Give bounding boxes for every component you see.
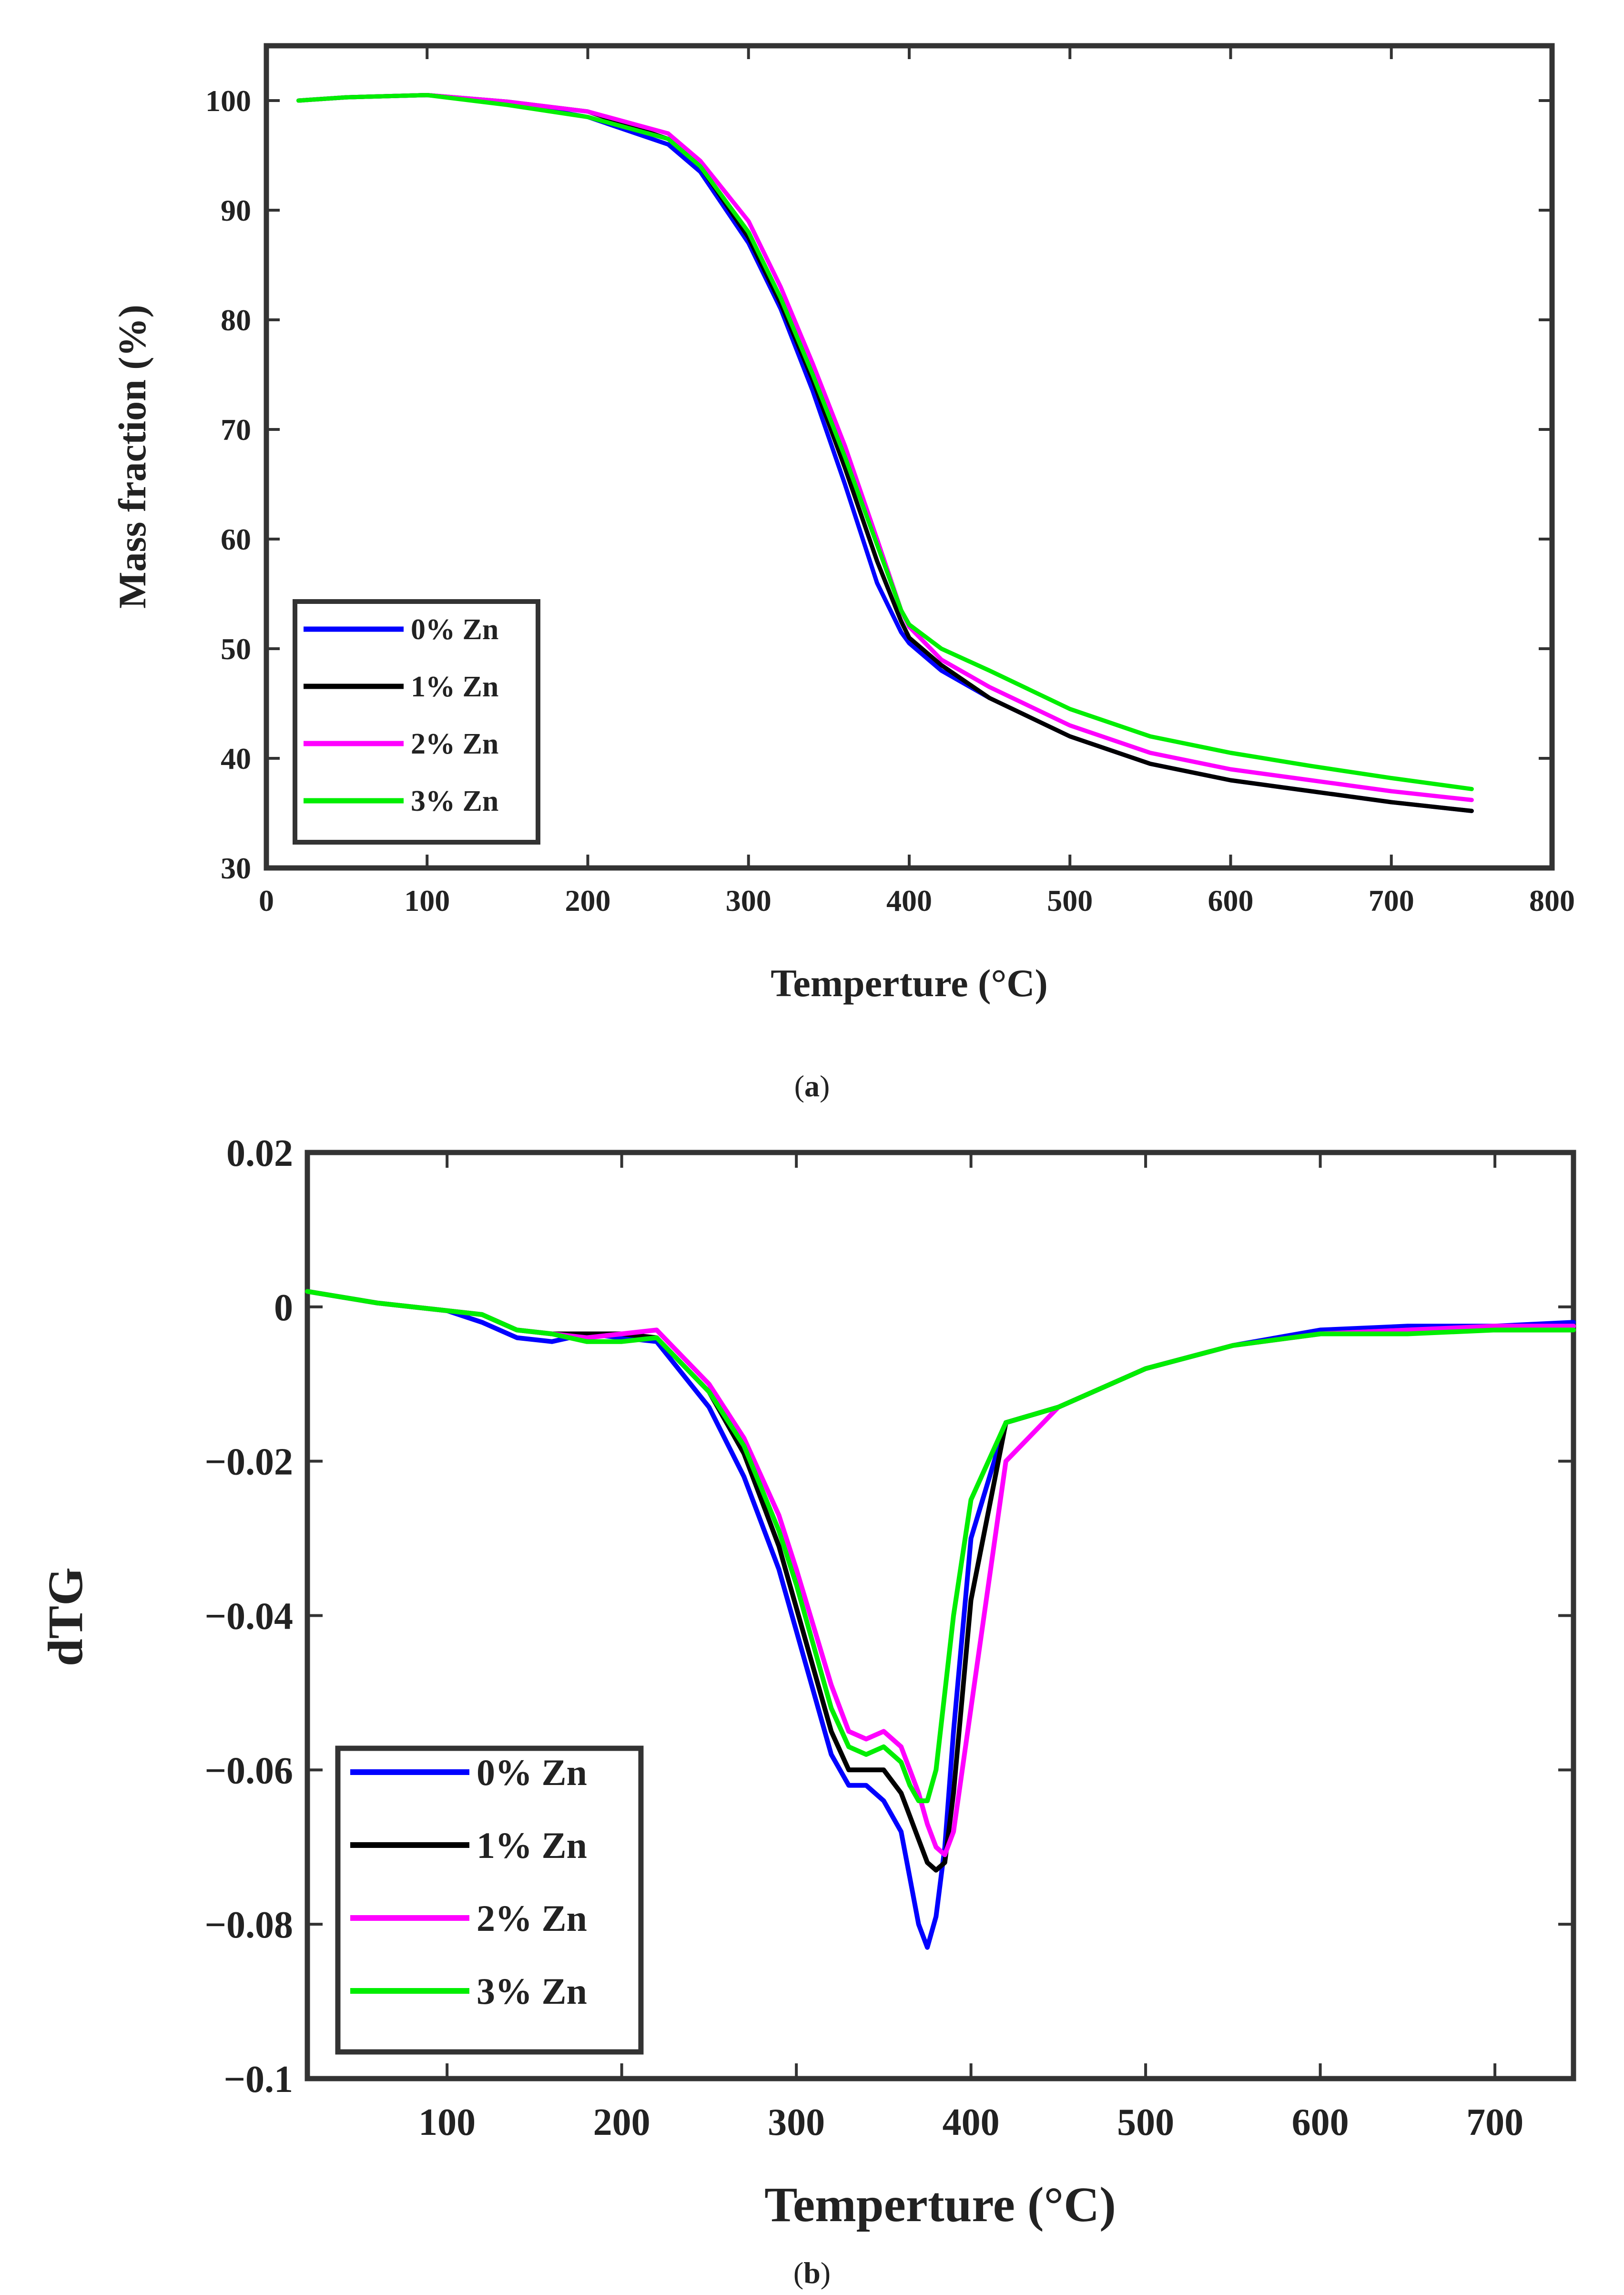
chart-a-series-line-3-zn — [296, 93, 1474, 791]
chart-a-x-tick-label: 200 — [565, 884, 611, 918]
chart-a-y-tick-label: 70 — [221, 413, 251, 447]
chart-a-y-tick-label: 30 — [221, 851, 251, 885]
chart-b-y-tick-label: 0.02 — [226, 1132, 293, 1174]
chart-b-y-tick-label: 0 — [274, 1287, 293, 1329]
chart-b-y-tick-label: −0.06 — [204, 1750, 293, 1792]
panel-label-a-letter: a — [804, 1069, 820, 1103]
chart-a-x-tick-label: 500 — [1047, 884, 1093, 918]
chart-a-x-axis-label: Temperture (°C) — [771, 961, 1048, 1005]
chart-a-series-line-2-zn — [296, 93, 1474, 802]
chart-a-x-tick-label: 300 — [726, 884, 771, 918]
chart-b-x-tick-label: 100 — [418, 2101, 476, 2143]
chart-b-y-tick-label: −0.04 — [204, 1596, 293, 1638]
chart-a-x-tick-label: 600 — [1208, 884, 1254, 918]
chart-b-series-line-3-zn — [305, 1289, 1576, 1804]
chart-b-legend-label: 3% Zn — [477, 1970, 587, 2012]
chart-a: 0 100 200 300 400 500 600 700 800 30 40 50 60 70 80 90 1… — [111, 43, 1575, 1103]
chart-a-x-tick-label: 700 — [1369, 884, 1414, 918]
chart-b-y-axis-label: dTG — [38, 1567, 93, 1666]
chart-b-x-tick-label: 600 — [1292, 2101, 1349, 2143]
chart-a-legend-label: 3% Zn — [411, 785, 498, 817]
chart-a-y-axis-label: Mass fraction (%) — [111, 305, 154, 609]
chart-a-legend: 0% Zn 1% Zn 2% Zn 3% Zn — [293, 599, 540, 845]
chart-a-x-tick-label: 0 — [259, 884, 274, 918]
chart-b-ticks: 100 200 300 400 500 600 700 0.02 0 −0.02 −0.04 −0.0… — [204, 1132, 1573, 2143]
chart-b-y-tick-label: −0.02 — [204, 1441, 293, 1483]
panel-label-b-letter: b — [803, 2256, 821, 2290]
chart-a-y-tick-label: 40 — [221, 742, 251, 775]
panel-label-b: (b) — [793, 2256, 831, 2290]
chart-a-legend-label: 0% Zn — [411, 613, 498, 646]
chart-b-x-tick-label: 400 — [943, 2101, 1000, 2143]
chart-b: 100 200 300 400 500 600 700 0.02 0 −0.02 −0.04 −0.0… — [38, 1132, 1576, 2290]
chart-b-legend-label: 0% Zn — [477, 1752, 587, 1793]
chart-b-legend: 0% Zn 1% Zn 2% Zn 3% Zn — [335, 1745, 644, 2055]
chart-a-y-tick-label: 60 — [221, 522, 251, 556]
chart-b-x-tick-label: 200 — [593, 2101, 650, 2143]
chart-a-ticks: 0 100 200 300 400 500 600 700 800 30 40 50 60 70 80 90 1… — [205, 46, 1575, 918]
chart-b-y-tick-label: −0.08 — [204, 1904, 293, 1946]
chart-b-x-tick-label: 700 — [1466, 2101, 1523, 2143]
chart-a-x-tick-label: 400 — [886, 884, 932, 918]
chart-a-x-tick-label: 800 — [1529, 884, 1575, 918]
chart-a-series — [296, 93, 1474, 813]
panel-label-a: (a) — [794, 1069, 830, 1103]
chart-b-x-tick-label: 500 — [1117, 2101, 1174, 2143]
chart-b-x-axis-label: Temperture (°C) — [764, 2177, 1116, 2232]
chart-b-legend-label: 2% Zn — [477, 1897, 587, 1939]
chart-a-y-tick-label: 90 — [221, 194, 251, 227]
chart-b-x-tick-label: 300 — [768, 2101, 825, 2143]
chart-b-legend-box — [335, 1745, 644, 2055]
chart-a-y-tick-label: 80 — [221, 303, 251, 337]
chart-a-legend-label: 1% Zn — [411, 671, 498, 703]
chart-b-legend-label: 1% Zn — [477, 1825, 587, 1866]
chart-b-y-tick-label: −0.1 — [223, 2059, 293, 2101]
chart-a-x-tick-label: 100 — [404, 884, 450, 918]
chart-a-y-tick-label: 50 — [221, 632, 251, 666]
chart-b-series — [305, 1289, 1576, 1950]
chart-a-legend-label: 2% Zn — [411, 728, 498, 760]
chart-a-y-tick-label: 100 — [205, 84, 251, 118]
